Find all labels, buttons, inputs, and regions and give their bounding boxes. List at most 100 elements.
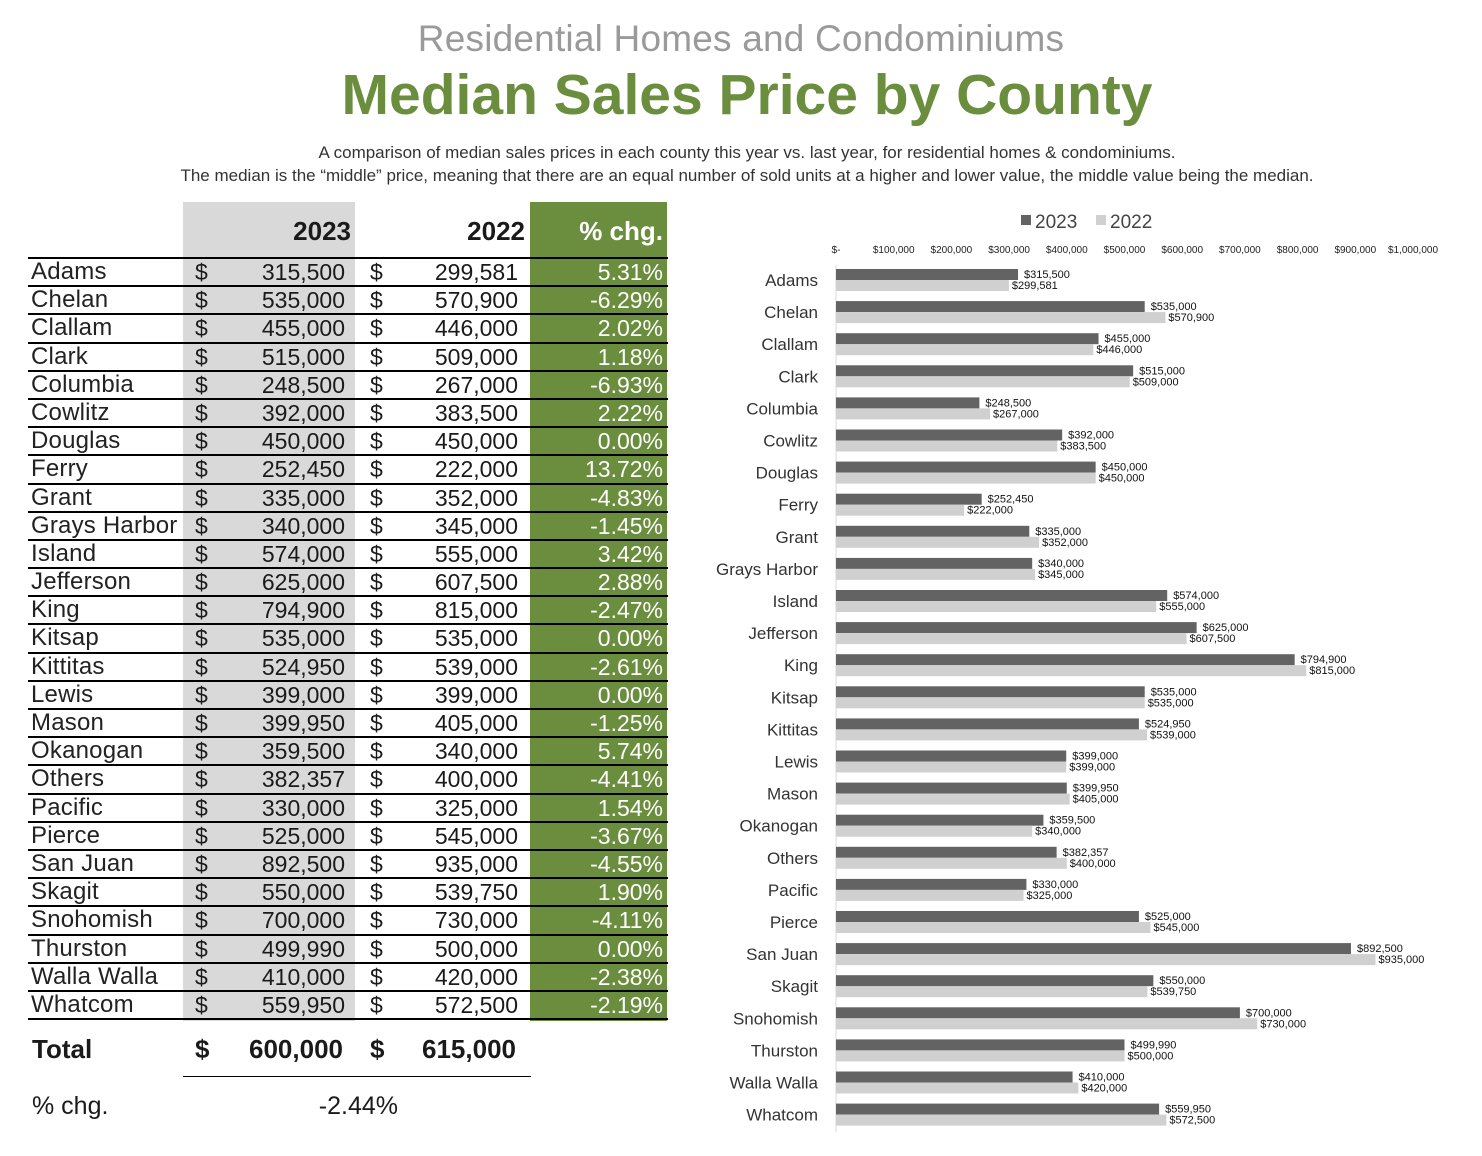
table-row: Skagit $550,000 $539,750 1.90% (28, 878, 668, 908)
total-row: Total $ 600,000 $ 615,000 (28, 1034, 668, 1074)
bar-2023 (836, 590, 1168, 601)
currency-2023: $ (195, 935, 208, 962)
table-row: Jefferson $625,000 $607,500 2.88% (28, 569, 668, 598)
data-label-2022: $539,750 (1150, 986, 1196, 998)
bar-2022 (836, 408, 991, 420)
bar-2023 (836, 333, 1099, 345)
county-name: Skagit (31, 878, 99, 906)
value-2023: 399,000 (261, 681, 345, 708)
bar-2023 (836, 525, 1030, 537)
data-label-2022: $509,000 (1133, 376, 1179, 388)
pct-change: -6.93% (590, 371, 663, 398)
category-label: Pierce (770, 913, 818, 932)
price-table: 2023 2022 % chg. Adams $315,500 $299,581 5.… (28, 202, 668, 1120)
bar-2022 (836, 601, 1157, 612)
bar-2023 (836, 750, 1067, 762)
table-row: Mason $399,950 $405,000 -1.25% (28, 710, 668, 739)
pct-change: 5.74% (597, 738, 663, 765)
value-2022: 500,000 (434, 935, 518, 962)
county-name: Adams (31, 258, 107, 285)
county-name: Grays Harbor (31, 511, 178, 539)
bar-2022 (836, 312, 1166, 324)
data-label-2022: $383,500 (1060, 441, 1106, 453)
column-header-pct-change: % chg. (579, 216, 663, 246)
bar-2022 (836, 504, 965, 516)
pct-change: -4.11% (591, 907, 663, 934)
bar-2023 (836, 1071, 1073, 1083)
data-label-2023: $550,000 (1159, 975, 1205, 987)
bar-2022 (836, 536, 1040, 548)
currency-2023: $ (195, 484, 208, 511)
table-row: Ferry $252,450 $222,000 13.72% (28, 456, 668, 485)
currency-2023: $ (195, 991, 208, 1018)
currency-2022: $ (370, 512, 383, 539)
currency-2023: $ (195, 963, 208, 990)
value-2022: 267,000 (434, 371, 518, 398)
data-label-2022: $535,000 (1148, 697, 1194, 709)
value-2022: 535,000 (434, 625, 518, 652)
currency-2022: $ (370, 540, 383, 567)
table-row: San Juan $892,500 $935,000 -4.55% (28, 850, 668, 880)
table-row: Kittitas $524,950 $539,000 -2.61% (28, 654, 668, 682)
value-2023: 399,950 (261, 710, 345, 736)
county-name: Clark (31, 342, 89, 370)
bar-2022 (836, 376, 1130, 388)
category-label: Lewis (775, 753, 818, 772)
value-2023: 550,000 (261, 879, 345, 906)
currency-2023: $ (195, 456, 208, 483)
value-2023: 559,950 (261, 991, 345, 1018)
bar-2023 (836, 269, 1019, 280)
table-row: Okanogan $359,500 $340,000 5.74% (28, 738, 668, 767)
value-2023: 340,000 (261, 512, 345, 539)
pct-change: -2.61% (590, 653, 663, 680)
bar-2023 (836, 911, 1139, 922)
category-label: Grays Harbor (716, 560, 818, 579)
data-label-2023: $315,500 (1024, 269, 1070, 281)
table-row: Chelan $535,000 $570,900 -6.29% (28, 287, 668, 316)
currency-2022: $ (370, 963, 383, 990)
pct-change: -6.29% (590, 287, 663, 314)
county-name: Walla Walla (31, 962, 159, 990)
data-label-2023: $535,000 (1151, 686, 1197, 698)
bar-chart: 2023 2022 $- $100,000 $200,000 $300,000 $400,0… (716, 212, 1438, 1132)
bar-2022 (836, 922, 1151, 933)
table-row: King $794,900 $815,000 -2.47% (28, 597, 668, 626)
county-name: Snohomish (31, 906, 153, 934)
value-2022: 399,000 (434, 681, 518, 708)
currency-2022: $ (370, 738, 383, 765)
column-header-2022: 2022 (467, 216, 525, 246)
bar-2023 (836, 557, 1033, 569)
value-2023: 525,000 (261, 822, 345, 849)
value-2022: 450,000 (434, 428, 518, 455)
bar-2022 (836, 665, 1307, 677)
bar-2023 (836, 1007, 1240, 1019)
pct-change: 0.00% (597, 935, 663, 962)
category-label: Kittitas (767, 720, 818, 739)
bar-2023 (836, 301, 1145, 313)
bar-2022 (836, 1114, 1167, 1126)
category-label: Pacific (768, 881, 819, 900)
county-name: Douglas (31, 427, 121, 455)
value-2022: 222,000 (434, 456, 518, 483)
currency-2022: $ (370, 287, 383, 314)
pct-change: 2.02% (597, 315, 663, 342)
data-label-2023: $524,950 (1145, 718, 1191, 730)
currency-2023: $ (195, 850, 208, 877)
x-tick-label: $300,000 (988, 245, 1030, 256)
county-name: Columbia (31, 370, 134, 398)
bar-2023 (836, 975, 1154, 987)
table-row: Snohomish $700,000 $730,000 -4.11% (28, 906, 668, 936)
bar-2023 (836, 878, 1027, 890)
data-label-2023: $535,000 (1151, 301, 1197, 313)
currency-2022: $ (370, 399, 383, 426)
category-label: Clark (778, 367, 818, 386)
bar-2022 (836, 825, 1033, 837)
value-2022: 539,750 (434, 879, 518, 906)
data-label-2022: $539,000 (1150, 729, 1196, 741)
currency-2023: $ (195, 428, 208, 455)
data-label-2023: $525,000 (1145, 911, 1191, 923)
pct-change: 0.00% (597, 428, 663, 455)
category-label: Whatcom (746, 1106, 818, 1125)
value-2023: 450,000 (261, 428, 345, 455)
total-label: Total (32, 1034, 93, 1064)
